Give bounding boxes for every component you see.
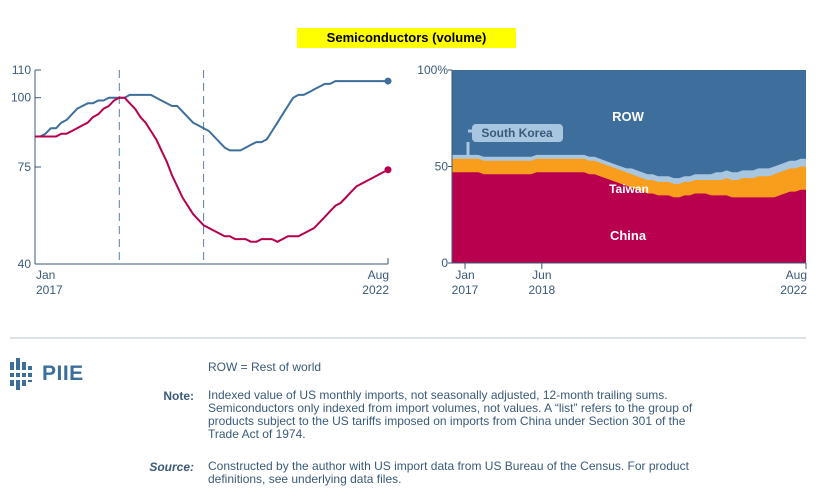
label-row: ROW [612,109,645,124]
x-tick-label: 2017 [452,283,479,297]
x-tick-label: Jan [36,268,55,282]
note-line: Trade Act of 1974. [208,428,692,441]
x-tick-label: 2022 [362,283,389,297]
x-tick-label: 2022 [780,283,807,297]
series-line [35,98,388,242]
x-tick-label: Aug [786,268,807,282]
y-tick-label: 0 [441,256,448,270]
x-tick-label: Jan [455,268,474,282]
y-tick-label: 75 [18,160,32,174]
label-taiwan: Taiwan [609,182,649,196]
label-south-korea: South Korea [481,126,553,140]
x-tick-label: 2018 [528,283,555,297]
y-tick-label: 100% [417,63,448,77]
y-tick-label: 110 [12,63,31,77]
note-text: Indexed value of US monthly imports, not… [208,389,692,441]
piie-logo-icon [10,358,40,390]
series-line [35,81,388,150]
x-tick-label: Aug [368,268,389,282]
series-end-marker [385,78,392,85]
source-line: definitions, see underlying data files. [208,473,689,486]
source-text: Constructed by the author with US import… [208,460,689,486]
series-end-marker [385,166,392,173]
piie-logo-text: PIIE [42,362,84,386]
source-label: Source: [124,460,194,474]
label-china: China [610,228,647,243]
note-label: Note: [124,389,194,403]
y-tick-label: 40 [18,257,32,271]
x-tick-label: Jun [532,268,551,282]
y-tick-label: 50 [435,160,449,174]
row-note: ROW = Rest of world [208,361,321,374]
y-tick-label: 100 [11,91,31,105]
x-tick-label: 2017 [36,283,63,297]
